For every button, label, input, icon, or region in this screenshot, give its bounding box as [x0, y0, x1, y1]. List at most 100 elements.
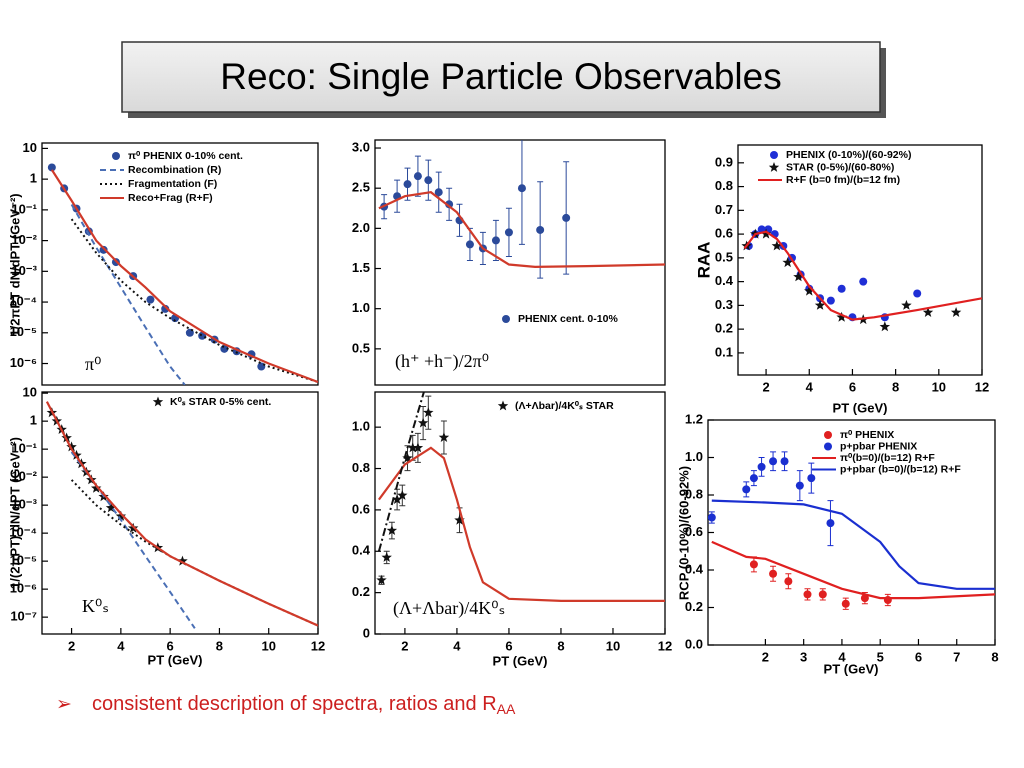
- marker: [424, 176, 433, 185]
- curve: [50, 169, 318, 384]
- marker: [47, 163, 56, 172]
- y-tick-label: 0.7: [715, 202, 733, 217]
- star-marker: [177, 555, 188, 566]
- y-tick-label: 0.4: [352, 543, 371, 558]
- x-tick-label: 3: [800, 649, 807, 664]
- star-marker: [771, 240, 783, 251]
- y-tick-label: 0.3: [715, 297, 733, 312]
- marker: [824, 431, 832, 439]
- y-axis-label: RCP (0-10%)/(60-92%): [676, 466, 691, 600]
- marker: [445, 200, 454, 209]
- star-marker: [836, 311, 847, 322]
- legend-label: p+pbar (b=0)/(b=12) R+F: [840, 463, 961, 475]
- y-tick-label: 1.5: [352, 260, 370, 275]
- y-tick-label: 0.4: [685, 561, 704, 576]
- title-box: [121, 41, 881, 113]
- marker: [749, 474, 758, 483]
- star-marker: [391, 494, 403, 504]
- legend-label: π⁰ PHENIX 0-10% cent.: [128, 150, 243, 162]
- curve: [711, 499, 995, 590]
- bullet-main: consistent description of spectra, ratio…: [92, 693, 497, 715]
- y-tick-label: 10⁻³: [11, 497, 37, 512]
- x-tick-label: 8: [991, 649, 998, 664]
- marker: [859, 277, 868, 286]
- legend-label: K⁰ₛ STAR 0-5% cent.: [170, 396, 271, 408]
- curve: [378, 191, 665, 269]
- marker: [562, 213, 571, 222]
- y-tick-label: 2.5: [352, 180, 370, 195]
- star-marker: [376, 574, 387, 585]
- slide-title: Reco: Single Particle Observables: [220, 56, 781, 97]
- x-tick-label: 6: [167, 638, 174, 653]
- x-axis-label: PT (GeV): [833, 400, 888, 415]
- marker: [491, 236, 500, 245]
- x-tick-label: 10: [606, 638, 620, 653]
- y-tick-label: 1.0: [685, 449, 703, 464]
- y-tick-label: 10⁻⁴: [9, 525, 37, 540]
- y-tick-label: 1.0: [352, 419, 370, 434]
- marker: [413, 172, 422, 181]
- legend-label: STAR (0-5%)/(60-80%): [786, 161, 894, 173]
- marker: [913, 289, 922, 298]
- star-marker: [407, 442, 418, 453]
- curve: [377, 392, 425, 552]
- marker: [784, 577, 793, 586]
- y-tick-label: 1: [30, 171, 37, 186]
- plot-content: [708, 451, 995, 610]
- marker: [795, 481, 804, 490]
- x-axis-label: PT (GeV): [493, 653, 548, 668]
- marker: [112, 152, 120, 160]
- star-marker: [397, 489, 408, 500]
- marker: [837, 284, 846, 293]
- y-axis-label: 1/(2πPT) dN/dPT (GeV⁻²): [7, 437, 22, 589]
- star-marker: [412, 442, 424, 453]
- marker: [818, 590, 827, 599]
- marker: [757, 462, 766, 471]
- legend-label: Recombination (R): [128, 164, 221, 176]
- marker: [536, 225, 545, 234]
- plot-content: [45, 401, 318, 629]
- y-tick-label: 0: [363, 625, 370, 640]
- y-tick-label: 10⁻²: [11, 469, 37, 484]
- y-tick-label: 1: [30, 413, 37, 428]
- y-tick-label: 3.0: [352, 139, 370, 154]
- curve: [70, 218, 318, 383]
- y-tick-label: 10⁻³: [11, 263, 37, 278]
- x-tick-label: 2: [762, 379, 769, 394]
- star-marker: [497, 400, 509, 411]
- star-marker: [381, 552, 392, 562]
- y-tick-label: 0.6: [715, 226, 733, 241]
- curve: [70, 204, 186, 385]
- x-tick-label: 6: [915, 649, 922, 664]
- y-tick-label: 10⁻¹: [11, 441, 37, 456]
- x-tick-label: 4: [838, 649, 846, 664]
- y-tick-label: 0.2: [685, 599, 703, 614]
- legend-label: p+pbar PHENIX: [840, 440, 917, 452]
- annotation: π⁰: [85, 354, 101, 374]
- y-tick-label: 0.2: [352, 584, 370, 599]
- plot-area: [41, 142, 319, 386]
- x-axis-label: PT (GeV): [824, 661, 879, 676]
- y-tick-label: 0.1: [715, 344, 733, 359]
- star-marker: [768, 162, 780, 172]
- x-tick-label: 4: [117, 638, 125, 653]
- x-tick-label: 6: [849, 379, 856, 394]
- y-tick-label: 0.6: [685, 524, 703, 539]
- star-marker: [793, 271, 804, 282]
- x-tick-label: 5: [877, 649, 884, 664]
- star-marker: [922, 307, 934, 317]
- star-marker: [438, 432, 450, 442]
- marker: [780, 457, 789, 466]
- plot-content: [378, 140, 665, 279]
- marker: [803, 590, 812, 599]
- x-tick-label: 2: [401, 638, 408, 653]
- legend-label: π⁰(b=0)/(b=12) R+F: [840, 452, 935, 464]
- marker: [826, 519, 835, 528]
- star-marker: [760, 228, 772, 239]
- x-tick-label: 8: [557, 638, 564, 653]
- marker: [769, 569, 778, 578]
- y-tick-label: 0.0: [685, 636, 703, 651]
- y-tick-label: 2.0: [352, 220, 370, 235]
- marker: [826, 296, 835, 305]
- legend-label: Reco+Frag (R+F): [128, 192, 213, 204]
